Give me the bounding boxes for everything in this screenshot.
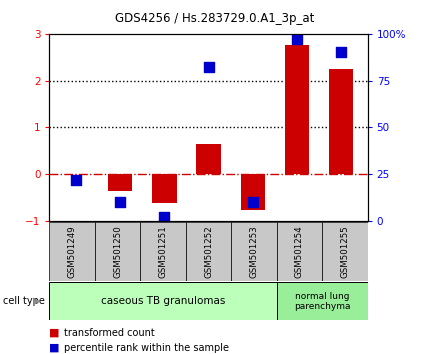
Point bbox=[294, 36, 301, 42]
Text: ■: ■ bbox=[49, 343, 60, 353]
Point bbox=[249, 200, 256, 205]
Text: GSM501252: GSM501252 bbox=[204, 225, 213, 278]
Text: GSM501250: GSM501250 bbox=[113, 225, 122, 278]
Bar bbox=[241, 175, 265, 210]
FancyBboxPatch shape bbox=[49, 282, 277, 320]
Point bbox=[117, 200, 123, 205]
Bar bbox=[108, 175, 132, 191]
Text: caseous TB granulomas: caseous TB granulomas bbox=[101, 296, 225, 306]
Text: transformed count: transformed count bbox=[64, 328, 154, 338]
Text: ▶: ▶ bbox=[33, 296, 41, 306]
Point bbox=[338, 50, 344, 55]
Point bbox=[161, 215, 168, 220]
Text: GSM501251: GSM501251 bbox=[159, 225, 168, 278]
Bar bbox=[329, 69, 353, 175]
FancyBboxPatch shape bbox=[322, 222, 368, 281]
Text: ■: ■ bbox=[49, 328, 60, 338]
FancyBboxPatch shape bbox=[231, 222, 277, 281]
FancyBboxPatch shape bbox=[95, 222, 140, 281]
Text: normal lung
parenchyma: normal lung parenchyma bbox=[294, 292, 350, 311]
FancyBboxPatch shape bbox=[277, 222, 322, 281]
Text: GSM501255: GSM501255 bbox=[341, 225, 350, 278]
Text: GSM501249: GSM501249 bbox=[68, 225, 77, 278]
FancyBboxPatch shape bbox=[140, 222, 186, 281]
FancyBboxPatch shape bbox=[186, 222, 231, 281]
Point bbox=[73, 177, 80, 183]
Bar bbox=[152, 175, 176, 204]
Text: cell type: cell type bbox=[3, 296, 45, 306]
Text: GSM501253: GSM501253 bbox=[249, 225, 258, 278]
Text: percentile rank within the sample: percentile rank within the sample bbox=[64, 343, 229, 353]
FancyBboxPatch shape bbox=[49, 222, 95, 281]
Bar bbox=[285, 45, 309, 175]
Point bbox=[205, 64, 212, 70]
Text: GDS4256 / Hs.283729.0.A1_3p_at: GDS4256 / Hs.283729.0.A1_3p_at bbox=[115, 12, 315, 25]
Text: GSM501254: GSM501254 bbox=[295, 225, 304, 278]
Bar bbox=[197, 144, 221, 175]
FancyBboxPatch shape bbox=[277, 282, 368, 320]
